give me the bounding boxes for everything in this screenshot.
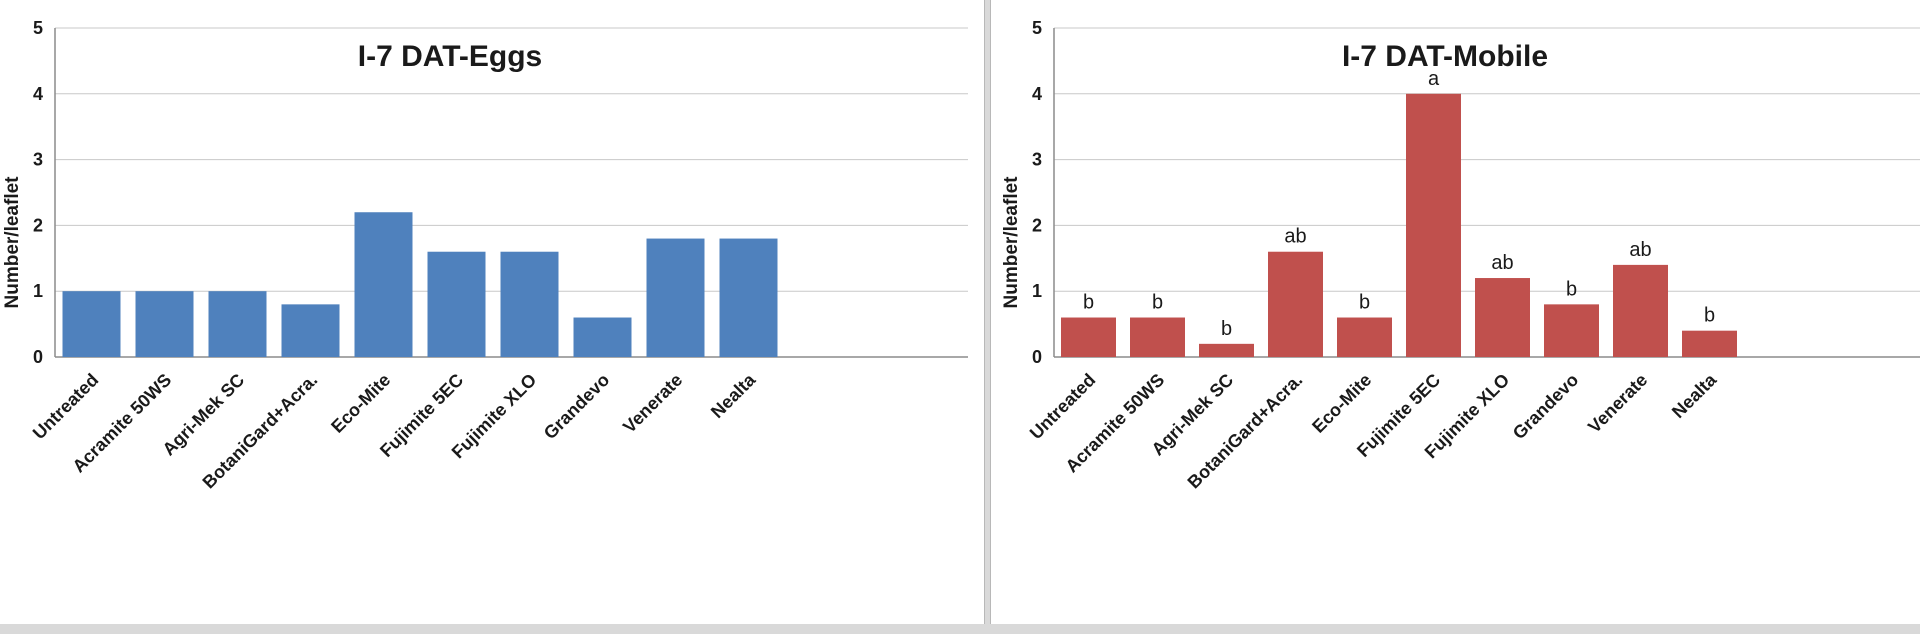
y-tick-label: 0 [1032, 347, 1042, 367]
y-tick-label: 4 [33, 84, 43, 104]
data-label: b [1083, 292, 1094, 314]
category-label: Eco-Mite [327, 370, 394, 437]
y-tick-label: 4 [1032, 84, 1042, 104]
bar [1061, 317, 1116, 357]
bar [427, 251, 486, 357]
y-tick-label: 5 [33, 18, 43, 38]
y-tick-label: 1 [33, 281, 43, 301]
category-label: Grandevo [1509, 370, 1583, 444]
category-label: BotaniGard+Acra. [1184, 370, 1307, 493]
bar [1613, 264, 1668, 357]
bar [1406, 93, 1461, 358]
bar [646, 238, 705, 357]
bar [208, 291, 267, 357]
bar [1337, 317, 1392, 357]
bar [719, 238, 778, 357]
y-tick-label: 1 [1032, 281, 1042, 301]
bar [500, 251, 559, 357]
data-label: b [1221, 318, 1232, 340]
y-tick-label: 2 [1032, 215, 1042, 235]
chart-title: I-7 DAT-Eggs [358, 40, 542, 73]
bar [1199, 343, 1254, 357]
bar [1682, 330, 1737, 357]
chart-eggs: 0 1 2 3 4 5 I-7 DAT-Eggs Number/leaflet Untreate… [2, 18, 968, 492]
y-tick-label: 5 [1032, 18, 1042, 38]
bar [1130, 317, 1185, 357]
bar [1475, 278, 1530, 357]
category-label: Nealta [1668, 369, 1721, 422]
category-label: Untreated [29, 370, 103, 444]
data-label: ab [1629, 239, 1651, 261]
y-tick-label: 3 [1032, 150, 1042, 170]
data-label: a [1428, 68, 1440, 90]
bar [135, 291, 194, 357]
data-label: ab [1284, 226, 1306, 248]
category-label: Eco-Mite [1308, 370, 1375, 437]
chart-panel-mobile: 0 1 2 3 4 5 I-7 DAT-Mobile Number/leaflet b Untre… [990, 0, 1920, 624]
y-axis-label: Number/leaflet [2, 176, 23, 309]
category-label: Untreated [1026, 370, 1100, 444]
y-tick-label: 0 [33, 347, 43, 367]
bar [281, 304, 340, 357]
y-axis-label: Number/leaflet [1001, 176, 1022, 309]
bar [1544, 304, 1599, 357]
category-label: Venerate [619, 370, 686, 437]
y-tick-label: 3 [33, 150, 43, 170]
data-label: ab [1491, 252, 1513, 274]
data-label: b [1704, 305, 1715, 327]
category-label: Venerate [1584, 370, 1651, 437]
chart-panel-eggs: 0 1 2 3 4 5 I-7 DAT-Eggs Number/leaflet Untreate… [0, 0, 985, 624]
category-label: Grandevo [540, 370, 614, 444]
category-label: Nealta [707, 369, 760, 422]
bar [573, 317, 632, 357]
data-label: b [1359, 292, 1370, 314]
y-tick-label: 2 [33, 215, 43, 235]
data-label: b [1566, 278, 1577, 300]
bar [62, 291, 121, 357]
bar [354, 212, 413, 357]
data-label: b [1152, 292, 1163, 314]
chart-title: I-7 DAT-Mobile [1342, 40, 1548, 73]
chart-mobile: 0 1 2 3 4 5 I-7 DAT-Mobile Number/leaflet b Untre… [1001, 18, 1920, 493]
bar [1268, 251, 1323, 357]
